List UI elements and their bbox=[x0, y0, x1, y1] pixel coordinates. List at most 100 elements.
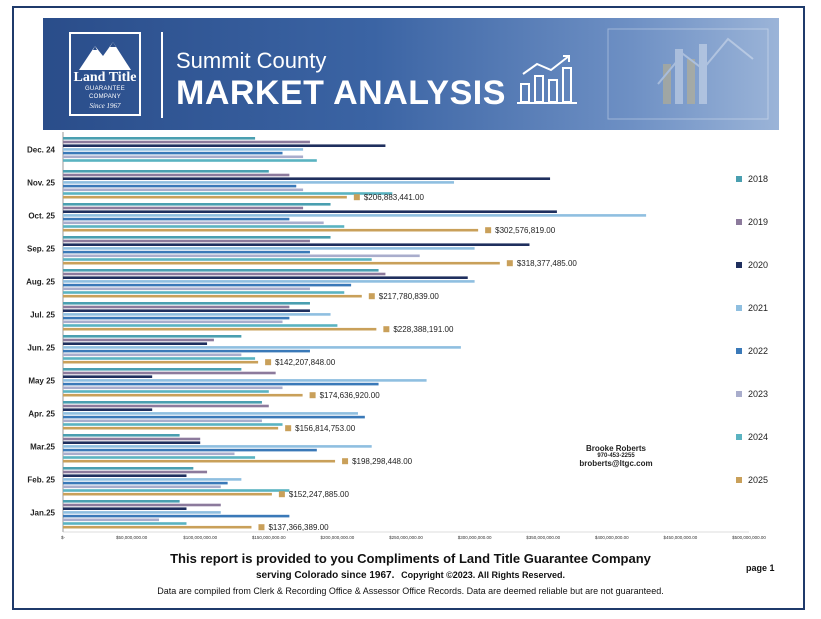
footer-disclaimer: Data are compiled from Clerk & Recording… bbox=[157, 586, 664, 596]
bar-2020 bbox=[63, 342, 208, 345]
y-tick-label: Jan.25 bbox=[30, 509, 55, 518]
bar-2021 bbox=[63, 379, 427, 382]
bar-2022 bbox=[63, 283, 352, 287]
bar-2023 bbox=[63, 188, 304, 192]
bar-2021 bbox=[63, 280, 475, 283]
bar-2021 bbox=[63, 214, 647, 217]
bar-2025 bbox=[63, 327, 377, 331]
legend-label-2018: 2018 bbox=[748, 174, 768, 184]
footer-compliments: This report is provided to you Complimen… bbox=[170, 551, 651, 566]
bar-2018 bbox=[63, 401, 262, 404]
bar-2025 bbox=[63, 393, 303, 397]
bar-2025 bbox=[63, 360, 259, 364]
bar-2022 bbox=[63, 316, 290, 320]
bar-2022 bbox=[63, 250, 310, 254]
x-tick-label: $400,000,000.00 bbox=[595, 535, 629, 540]
bar-2020 bbox=[63, 375, 153, 378]
data-label-marker-2025 bbox=[383, 326, 390, 333]
mountain-icon bbox=[79, 42, 131, 70]
legend-label-2020: 2020 bbox=[748, 260, 768, 270]
x-tick-label: $200,000,000.00 bbox=[321, 535, 355, 540]
bar-2019 bbox=[63, 173, 290, 177]
header-subtitle: Summit County bbox=[176, 48, 327, 73]
logo-text-since: Since 1967 bbox=[89, 102, 121, 110]
bar-2020 bbox=[63, 474, 187, 477]
bar-2019 bbox=[63, 404, 269, 408]
bar-2022 bbox=[63, 349, 310, 353]
bar-2022 bbox=[63, 448, 317, 452]
bar-2023 bbox=[63, 419, 262, 423]
bar-2022 bbox=[63, 481, 228, 485]
bar-2024 bbox=[63, 258, 372, 261]
bar-2018 bbox=[63, 203, 331, 206]
bar-2023 bbox=[63, 485, 221, 489]
bar-2018 bbox=[63, 269, 379, 272]
bar-2021 bbox=[63, 148, 304, 151]
data-label-2025: $198,298,448.00 bbox=[352, 457, 413, 466]
x-tick-label: $50,000,000.00 bbox=[116, 535, 148, 540]
data-label-marker-2025 bbox=[353, 194, 360, 201]
bar-2021 bbox=[63, 247, 475, 250]
data-label-marker-2025 bbox=[258, 524, 265, 531]
bar-2018 bbox=[63, 467, 194, 470]
bar-2020 bbox=[63, 276, 468, 279]
bar-2024 bbox=[63, 456, 256, 459]
bar-2018 bbox=[63, 170, 269, 173]
data-label-2025: $228,388,191.00 bbox=[393, 325, 454, 334]
x-tick-label: $100,000,000.00 bbox=[183, 535, 217, 540]
bar-2019 bbox=[63, 437, 201, 441]
bar-2022 bbox=[63, 382, 379, 386]
header-divider bbox=[161, 32, 163, 118]
background-dashboard-graphic bbox=[607, 28, 769, 120]
bar-2021 bbox=[63, 412, 358, 415]
bar-2019 bbox=[63, 272, 386, 276]
legend-swatch-2023 bbox=[736, 391, 742, 397]
bar-2019 bbox=[63, 206, 304, 210]
data-label-2025: $137,366,389.00 bbox=[268, 523, 329, 532]
bar-2023 bbox=[63, 254, 420, 258]
bar-2022 bbox=[63, 151, 283, 155]
y-tick-label: Apr. 25 bbox=[28, 410, 55, 419]
data-label-marker-2025 bbox=[265, 359, 272, 366]
contact-email[interactable]: broberts@ltgc.com bbox=[579, 459, 653, 468]
y-tick-label: Nov. 25 bbox=[27, 179, 55, 188]
bar-2019 bbox=[63, 140, 310, 144]
bar-2018 bbox=[63, 434, 180, 437]
data-label-2025: $142,207,848.00 bbox=[275, 358, 336, 367]
x-tick-label: $- bbox=[61, 535, 66, 540]
bar-2021 bbox=[63, 313, 331, 316]
legend-label-2021: 2021 bbox=[748, 303, 768, 313]
bar-2023 bbox=[63, 452, 235, 456]
bar-2023 bbox=[63, 287, 310, 291]
y-tick-label: Mar.25 bbox=[30, 443, 55, 452]
bar-2020 bbox=[63, 408, 153, 411]
bar-2020 bbox=[63, 177, 551, 180]
bar-2025 bbox=[63, 525, 252, 529]
bar-2024 bbox=[63, 489, 290, 492]
legend-label-2019: 2019 bbox=[748, 217, 768, 227]
legend-label-2024: 2024 bbox=[748, 432, 768, 442]
bar-2025 bbox=[63, 228, 479, 232]
x-tick-label: $150,000,000.00 bbox=[252, 535, 286, 540]
data-label-2025: $174,636,920.00 bbox=[320, 391, 381, 400]
y-tick-label: Oct. 25 bbox=[28, 212, 55, 221]
data-label-marker-2025 bbox=[506, 260, 513, 267]
logo-text-main: Land Title bbox=[73, 70, 137, 85]
bar-2018 bbox=[63, 368, 242, 371]
bar-2019 bbox=[63, 239, 310, 243]
contact-block: Brooke Roberts 970-453-2255 broberts@ltg… bbox=[566, 444, 666, 468]
bar-2020 bbox=[63, 144, 386, 147]
bar-2025 bbox=[63, 294, 362, 298]
bar-2024 bbox=[63, 324, 338, 327]
data-label-marker-2025 bbox=[368, 293, 375, 300]
header-banner: Land Title GUARANTEE COMPANY Since 1967 … bbox=[43, 18, 779, 130]
bar-2020 bbox=[63, 441, 201, 444]
bar-2021 bbox=[63, 478, 242, 481]
bar-2024 bbox=[63, 192, 393, 195]
bar-2025 bbox=[63, 492, 272, 496]
bar-2018 bbox=[63, 500, 180, 503]
bar-2019 bbox=[63, 503, 221, 507]
bar-chart-growth-icon bbox=[517, 55, 577, 104]
bar-2024 bbox=[63, 390, 269, 393]
